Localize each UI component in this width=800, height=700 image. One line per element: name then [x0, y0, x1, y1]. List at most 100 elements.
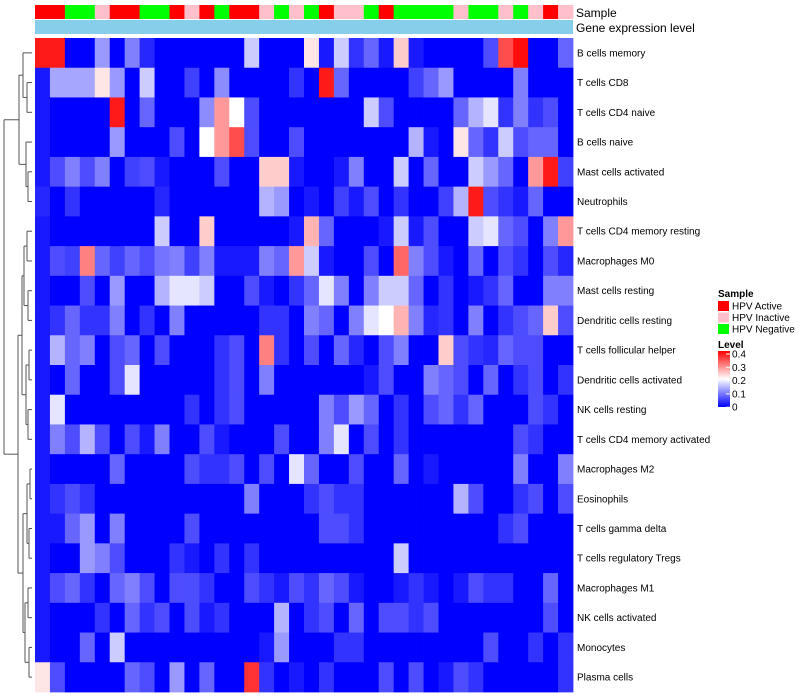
heatmap-cell — [35, 305, 51, 336]
heatmap-cell — [304, 602, 320, 633]
heatmap-cell — [169, 483, 185, 515]
heatmap-cell — [109, 483, 126, 515]
heatmap-cell — [468, 602, 484, 633]
heatmap-cell — [229, 246, 245, 277]
heatmap-cell — [154, 483, 170, 515]
heatmap-cell — [64, 156, 81, 188]
heatmap-cell — [154, 246, 170, 277]
heatmap-cell — [214, 246, 230, 277]
heatmap-cell — [289, 483, 305, 515]
heatmap-cell — [423, 38, 439, 69]
heatmap-cell — [94, 156, 111, 188]
heatmap-cell — [94, 632, 111, 663]
heatmap-cell — [318, 38, 335, 69]
row-label: Eosinophils — [577, 494, 628, 505]
heatmap-cell — [513, 156, 529, 188]
heatmap-cell — [483, 394, 499, 425]
heatmap-cell — [543, 38, 559, 69]
heatmap-cell — [543, 156, 559, 188]
heatmap-cell — [423, 602, 439, 633]
level-tick-label: 0.4 — [732, 350, 746, 361]
heatmap-cell — [124, 67, 141, 98]
heatmap-cell — [378, 454, 395, 485]
heatmap-cell — [35, 454, 51, 485]
heatmap-cell — [214, 424, 230, 455]
heatmap-cell — [318, 365, 335, 396]
heatmap-cell — [214, 573, 230, 604]
heatmap-cell — [274, 454, 290, 485]
column-annotations — [35, 5, 574, 34]
heatmap-cell — [64, 305, 81, 336]
heatmap-cell — [498, 97, 514, 128]
heatmap-cell — [558, 454, 574, 485]
heatmap-cell — [528, 513, 544, 544]
row-label: Macrophages M2 — [577, 465, 655, 476]
heatmap-cell — [408, 67, 424, 98]
heatmap-cell — [154, 365, 170, 396]
heatmap-cell — [154, 662, 170, 693]
heatmap-cell — [453, 632, 469, 663]
heatmap-cell — [423, 305, 439, 336]
heatmap-cell — [274, 38, 290, 69]
heatmap-cell — [244, 454, 260, 485]
heatmap-cell — [154, 543, 170, 574]
heatmap-cell — [393, 127, 410, 158]
heatmap-cell — [393, 186, 410, 217]
heatmap-cell — [199, 335, 215, 366]
sample-annotation-cell — [558, 5, 574, 19]
heatmap-cell — [423, 394, 439, 425]
heatmap-cell — [289, 305, 305, 336]
heatmap-cell — [378, 246, 395, 277]
heatmap-cell — [184, 632, 200, 663]
heatmap-cell — [348, 454, 365, 485]
heatmap-cell — [199, 127, 215, 158]
heatmap-cell — [438, 573, 454, 604]
heatmap-cells — [35, 38, 574, 693]
heatmap-cell — [438, 543, 454, 574]
heatmap-cell — [94, 275, 111, 306]
heatmap-cell — [244, 602, 260, 633]
row-labels: B cells memory T cells CD8 T cells CD4 nai… — [577, 48, 710, 683]
heatmap-cell — [214, 156, 230, 188]
heatmap-cell — [363, 573, 380, 604]
heatmap-cell — [169, 246, 185, 277]
heatmap-cell — [513, 246, 529, 277]
heatmap-cell — [49, 454, 66, 485]
heatmap-cell — [483, 216, 499, 247]
heatmap-cell — [244, 513, 260, 544]
row-label: B cells naive — [577, 138, 634, 149]
heatmap-cell — [229, 602, 245, 633]
heatmap-cell — [154, 454, 170, 485]
heatmap-cell — [199, 513, 215, 544]
heatmap-cell — [49, 216, 66, 247]
sample-legend-title: Sample — [718, 289, 754, 300]
heatmap-cell — [408, 365, 424, 396]
heatmap-cell — [94, 246, 111, 277]
heatmap-cell — [169, 424, 185, 455]
heatmap-cell — [468, 186, 484, 217]
heatmap-cell — [498, 127, 514, 158]
heatmap-cell — [393, 216, 410, 247]
row-label: T cells CD8 — [577, 78, 629, 89]
heatmap-cell — [408, 156, 424, 188]
heatmap-cell — [498, 394, 514, 425]
heatmap-cell — [139, 246, 155, 277]
heatmap-cell — [259, 305, 275, 336]
heatmap-cell — [169, 365, 185, 396]
heatmap-cell — [468, 67, 484, 98]
heatmap-cell — [558, 632, 574, 663]
heatmap-cell — [528, 483, 544, 515]
heatmap-cell — [453, 424, 469, 455]
heatmap-cell — [423, 275, 439, 306]
heatmap-cell — [124, 216, 141, 247]
heatmap-cell — [438, 67, 454, 98]
heatmap-cell — [513, 543, 529, 574]
sample-legend-swatch — [718, 301, 729, 311]
heatmap-cell — [64, 394, 81, 425]
heatmap-cell — [513, 513, 529, 544]
heatmap-cell — [259, 454, 275, 485]
sample-annotation-cell — [244, 5, 260, 19]
heatmap-cell — [363, 38, 380, 69]
heatmap-cell — [483, 38, 499, 69]
heatmap-cell — [348, 67, 365, 98]
